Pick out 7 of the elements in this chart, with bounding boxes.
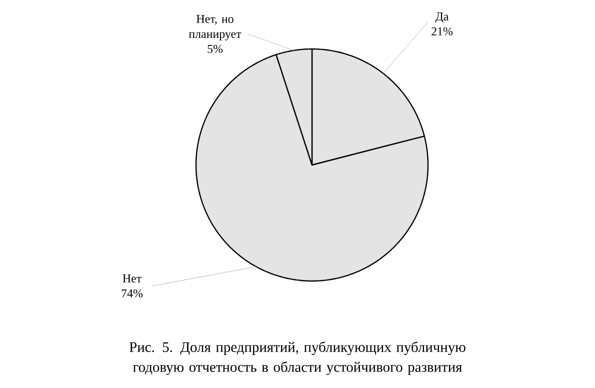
data-label: 5%: [208, 44, 223, 53]
data-label: 74%: [122, 289, 143, 298]
slice-label: Нет, но планирует: [188, 15, 242, 40]
slice-label: Да: [435, 12, 449, 23]
data-label: 21%: [432, 27, 453, 36]
text: Рис. 5. Доля предприятий, публикующих публичную годовую отчетность в области устойчивого развития: [130, 342, 466, 375]
slice-label: Нет: [122, 274, 142, 282]
